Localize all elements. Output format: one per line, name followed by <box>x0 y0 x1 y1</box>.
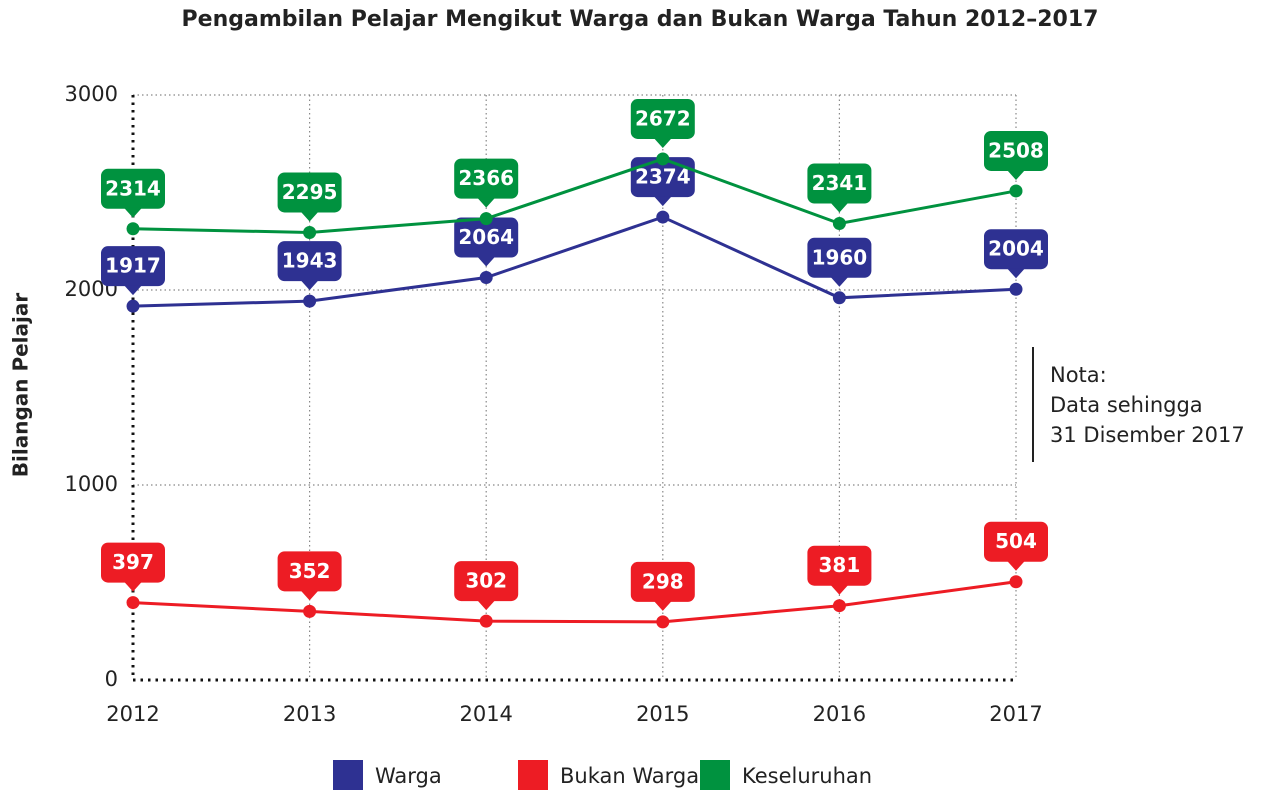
data-label-box <box>454 217 519 258</box>
x-tick-label: 2017 <box>989 702 1042 726</box>
legend-swatch <box>333 760 363 790</box>
data-label: 2366 <box>458 166 514 190</box>
data-label-box <box>984 130 1048 171</box>
data-label: 2004 <box>988 237 1044 261</box>
data-point <box>832 291 846 305</box>
data-label-box <box>630 98 695 139</box>
data-label: 2295 <box>282 180 338 204</box>
series-line <box>132 157 1017 234</box>
data-label: 2314 <box>105 176 161 200</box>
data-label: 2672 <box>635 106 691 130</box>
data-point <box>303 294 317 308</box>
data-label: 2341 <box>812 171 868 195</box>
data-point <box>479 212 493 226</box>
legend-label: Warga <box>375 764 442 788</box>
data-label: 1943 <box>282 249 338 273</box>
data-label-box <box>277 241 342 282</box>
y-axis-label: Bilangan Pelajar <box>9 293 33 478</box>
legend-label: Bukan Warga <box>560 764 699 788</box>
legend-swatch <box>518 760 548 790</box>
data-label-pointer <box>653 137 672 148</box>
data-label: 2374 <box>635 165 691 189</box>
data-label-pointer <box>830 584 849 595</box>
data-label-box <box>277 551 342 592</box>
y-tick-label: 0 <box>105 667 118 691</box>
data-point <box>1009 282 1023 296</box>
data-label-pointer <box>1007 560 1025 571</box>
annotation: Nota: <box>1050 363 1107 387</box>
data-label-pointer <box>830 276 849 287</box>
data-label-pointer <box>124 207 142 218</box>
data-label-box <box>984 229 1048 270</box>
x-tick-label: 2014 <box>459 702 512 726</box>
data-point <box>1009 184 1023 198</box>
data-label-pointer <box>830 202 849 213</box>
data-label-pointer <box>300 211 319 222</box>
data-label-pointer <box>1007 169 1025 180</box>
series-line <box>132 580 1017 624</box>
x-tick-label: 2015 <box>636 702 689 726</box>
data-point <box>479 271 493 285</box>
data-label-box <box>630 561 695 602</box>
data-label-pointer <box>653 600 672 611</box>
data-point <box>126 596 140 610</box>
data-point <box>656 152 670 166</box>
legend-swatch <box>700 760 730 790</box>
data-label-box <box>454 561 519 602</box>
data-point <box>303 225 317 239</box>
data-label-pointer <box>1007 268 1025 279</box>
data-label: 397 <box>112 550 154 574</box>
series-line <box>132 215 1017 308</box>
data-point <box>656 615 670 629</box>
data-point <box>303 604 317 618</box>
data-label-box <box>984 521 1048 562</box>
data-label: 2064 <box>458 225 514 249</box>
chart-title: Pengambilan Pelajar Mengikut Warga dan B… <box>182 7 1099 32</box>
data-label: 2508 <box>988 138 1044 162</box>
y-tick-label: 1000 <box>65 472 118 496</box>
data-label: 504 <box>995 529 1037 553</box>
data-label-pointer <box>124 285 142 296</box>
legend-label: Keseluruhan <box>742 764 872 788</box>
data-label-pointer <box>300 280 319 291</box>
data-label-box <box>807 237 872 278</box>
data-point <box>126 222 140 236</box>
data-label: 302 <box>465 569 507 593</box>
data-label: 1960 <box>812 245 868 269</box>
x-tick-label: 2013 <box>283 702 336 726</box>
data-point <box>656 210 670 224</box>
x-tick-label: 2012 <box>106 702 159 726</box>
data-point <box>479 614 493 628</box>
data-label: 1917 <box>105 254 161 278</box>
data-label-pointer <box>477 256 496 267</box>
data-label-pointer <box>477 197 496 208</box>
data-label-box <box>454 158 519 199</box>
x-tick-label: 2016 <box>813 702 866 726</box>
y-tick-label: 3000 <box>65 82 118 106</box>
data-label: 352 <box>289 559 331 583</box>
data-label: 381 <box>819 553 861 577</box>
annotation: Data sehingga <box>1050 393 1203 417</box>
data-label-box <box>807 545 872 586</box>
annotation: 31 Disember 2017 <box>1050 423 1245 447</box>
data-label-pointer <box>477 600 496 611</box>
data-label-box <box>277 172 342 213</box>
data-label-box <box>101 542 165 583</box>
data-label-box <box>101 246 165 287</box>
data-label: 298 <box>642 569 684 593</box>
data-label-pointer <box>653 196 672 207</box>
data-label-box <box>630 157 695 198</box>
data-label-box <box>807 163 872 204</box>
data-point <box>832 599 846 613</box>
data-point <box>832 217 846 231</box>
data-point <box>126 299 140 313</box>
data-label-pointer <box>124 581 142 592</box>
data-label-box <box>101 168 165 209</box>
data-point <box>1009 575 1023 589</box>
data-label-pointer <box>300 590 319 601</box>
